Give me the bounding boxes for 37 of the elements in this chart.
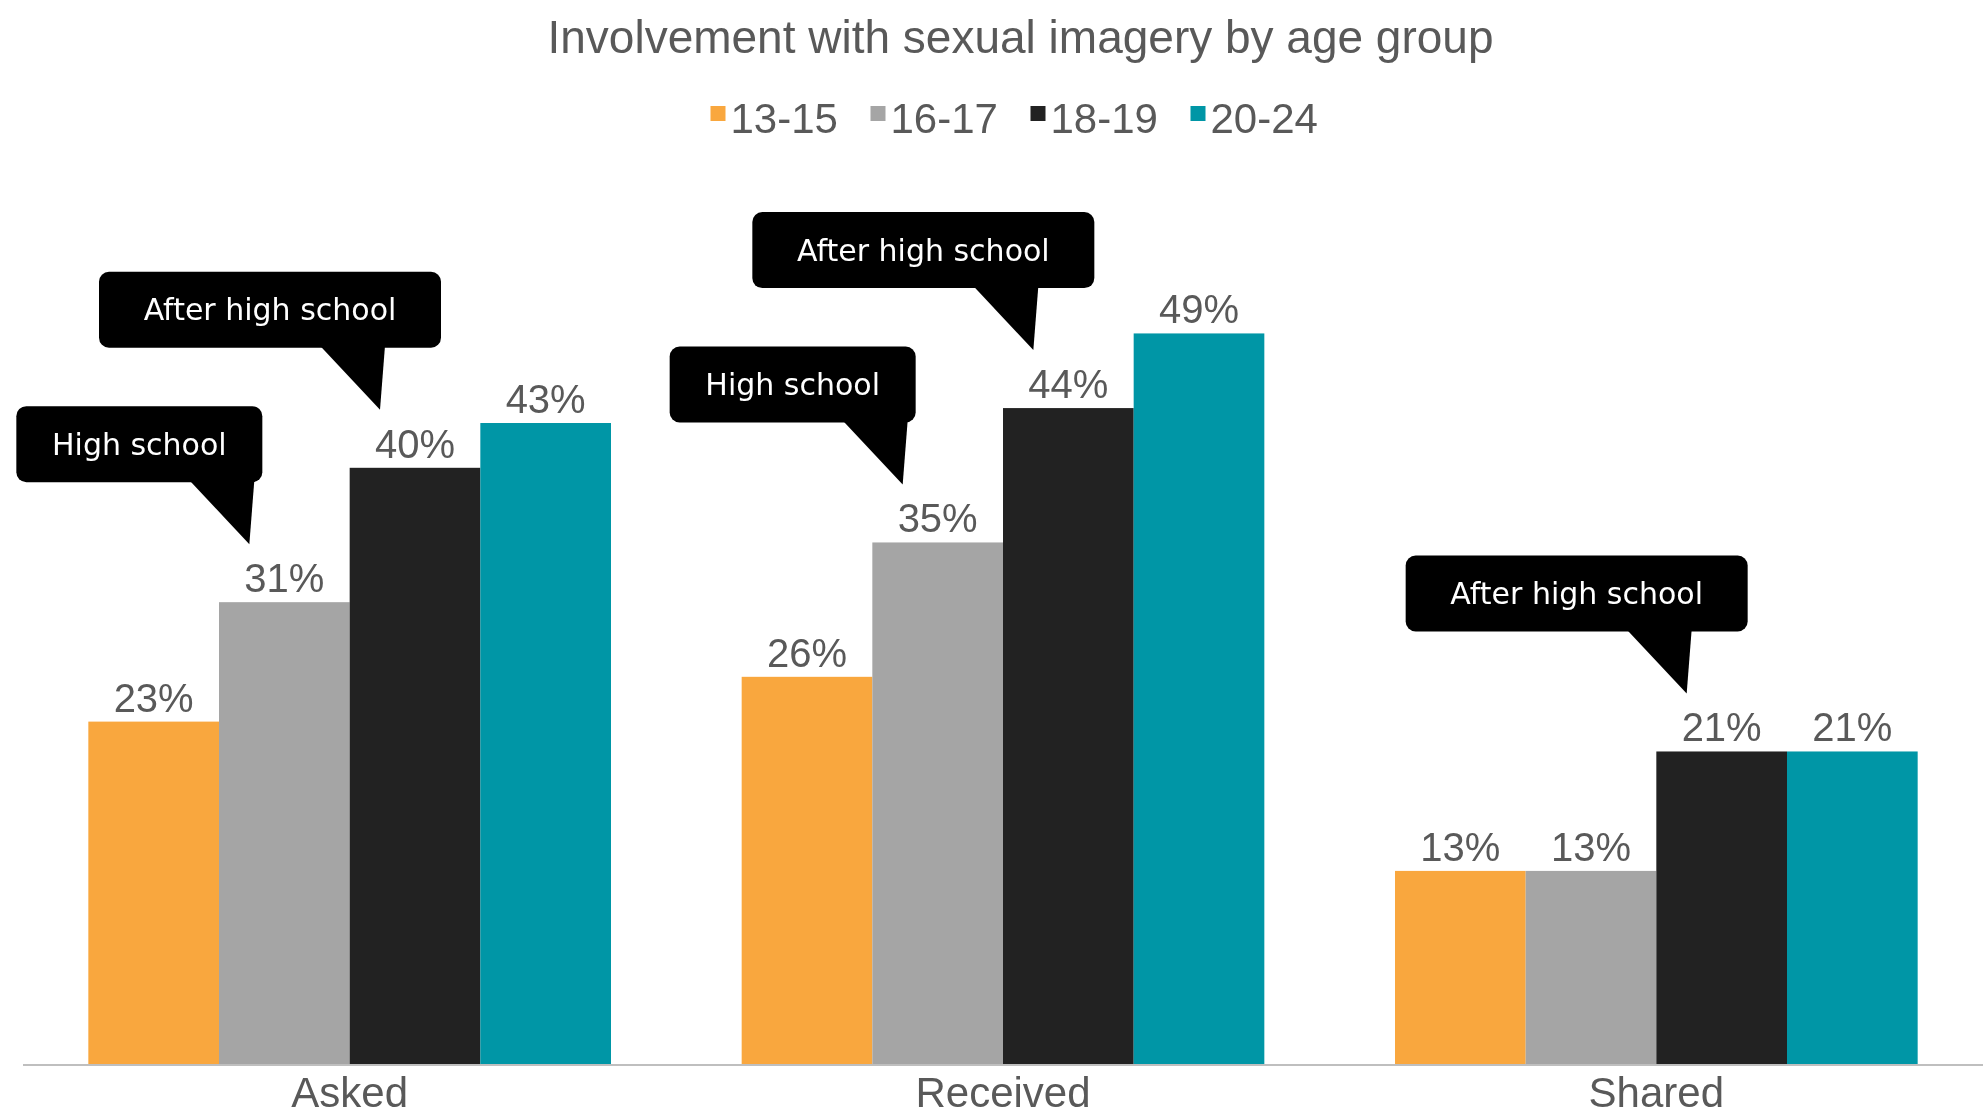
data-label: 49% xyxy=(1158,287,1240,332)
annotation: High school xyxy=(705,366,880,402)
x-tick-label: Received xyxy=(915,1069,1091,1116)
bar xyxy=(480,423,611,1065)
data-label: 13% xyxy=(1550,824,1632,869)
bar xyxy=(1525,870,1657,1065)
bar xyxy=(1133,333,1265,1065)
annotation: After high school xyxy=(1450,575,1704,611)
x-tick-label: Asked xyxy=(291,1069,409,1116)
data-label: 31% xyxy=(244,556,325,601)
bar xyxy=(1787,751,1918,1065)
data-label: 43% xyxy=(505,377,586,422)
data-label: 13% xyxy=(1420,824,1501,869)
data-label: 44% xyxy=(1028,362,1109,407)
legend-label: 18-19 xyxy=(1050,95,1158,143)
data-label: 26% xyxy=(766,630,848,675)
data-label: 21% xyxy=(1681,705,1762,750)
legend-label: 20-24 xyxy=(1210,95,1318,143)
data-label: 23% xyxy=(113,675,194,720)
bar xyxy=(741,676,873,1065)
bar xyxy=(1003,408,1134,1065)
text: After high school xyxy=(796,232,1050,268)
legend-label: 13-15 xyxy=(730,95,838,143)
bar xyxy=(1395,870,1526,1065)
data-label: 40% xyxy=(374,421,456,466)
data-label: 35% xyxy=(897,496,978,541)
text: After high school xyxy=(143,292,397,328)
data-label: 21% xyxy=(1812,705,1893,750)
chart-title: Involvement with sexual imagery by age group xyxy=(547,11,1494,63)
bar xyxy=(872,542,1003,1065)
bar xyxy=(88,721,219,1065)
annotation: High school xyxy=(52,426,227,462)
bar xyxy=(349,467,481,1065)
bar xyxy=(1656,751,1787,1065)
legend-label: 16-17 xyxy=(890,95,998,143)
x-tick-label: Shared xyxy=(1588,1069,1725,1116)
bar xyxy=(219,602,350,1065)
